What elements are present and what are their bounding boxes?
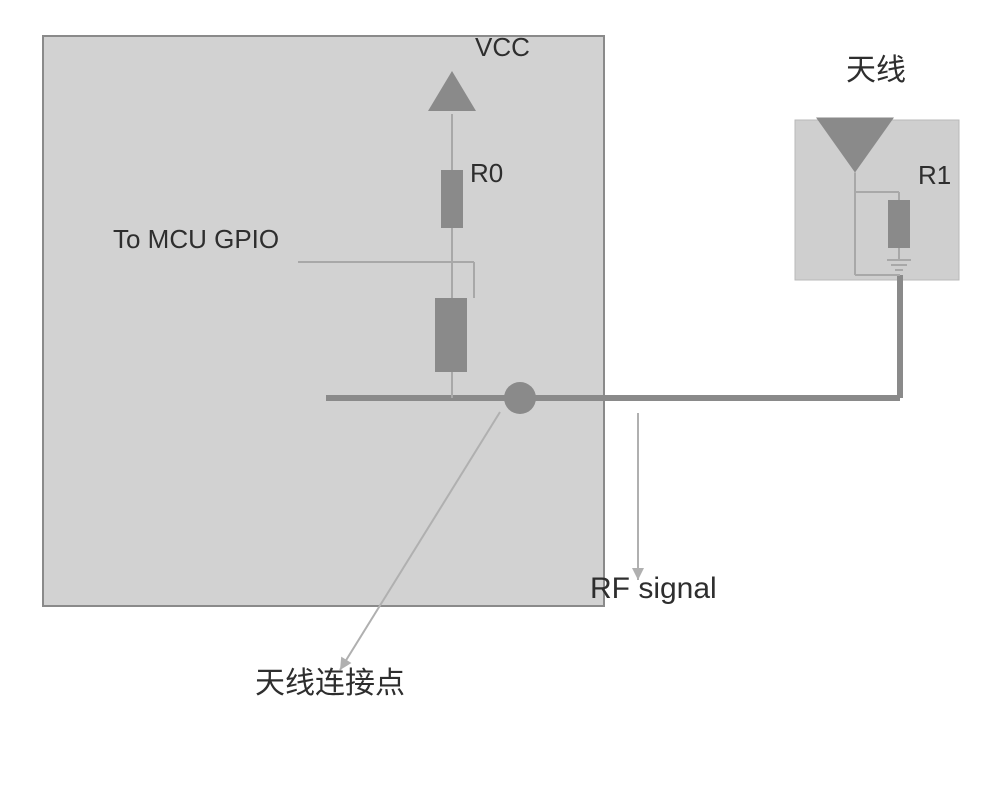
lower-vertical-block (435, 298, 467, 372)
label-gpio: To MCU GPIO (113, 224, 279, 254)
label-conn-point: 天线连接点 (255, 667, 405, 700)
label-antenna-title: 天线 (846, 54, 906, 87)
mcu-block (43, 36, 604, 606)
junction-dot (504, 382, 536, 414)
antenna-block (795, 120, 959, 280)
r1-resistor (888, 200, 910, 248)
label-vcc: VCC (475, 32, 530, 62)
label-r1: R1 (918, 160, 951, 190)
label-rf-signal: RF signal (590, 572, 717, 605)
diagram-canvas: VCC R0 To MCU GPIO 天线 R1 RF signal 天线连接点 (0, 0, 1000, 785)
label-r0: R0 (470, 158, 503, 188)
diagram-svg: VCC R0 To MCU GPIO 天线 R1 RF signal 天线连接点 (0, 0, 1000, 785)
r0-resistor (441, 170, 463, 228)
